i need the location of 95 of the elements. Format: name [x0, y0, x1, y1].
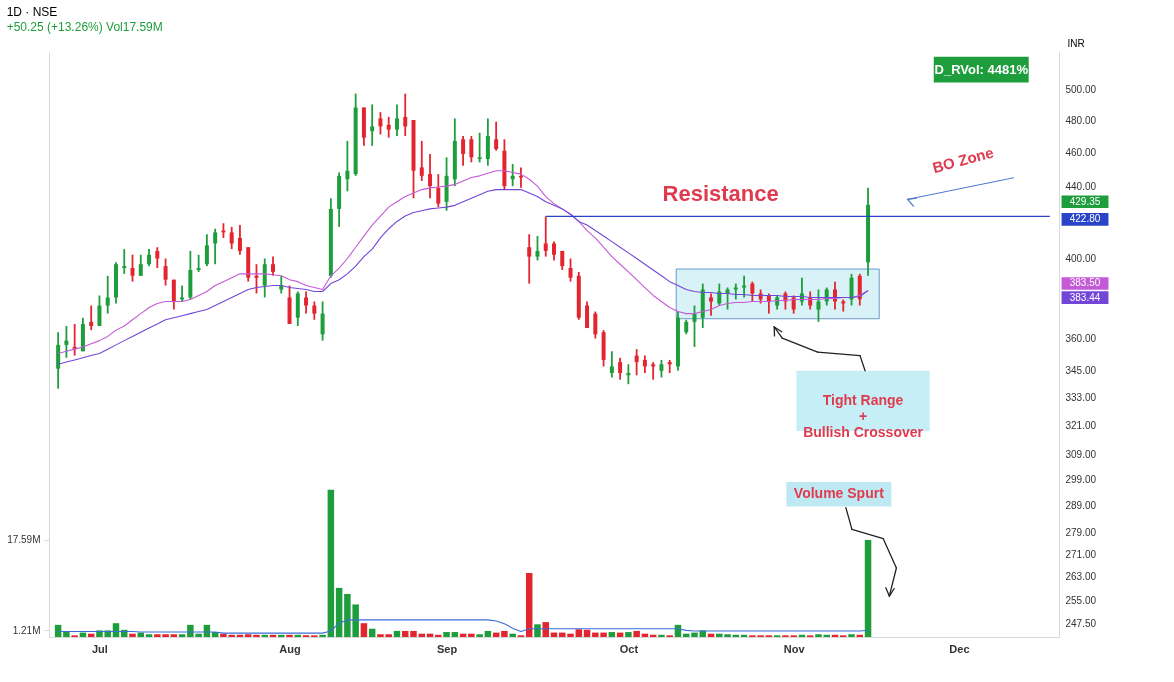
candlestick: [461, 135, 466, 167]
y-tick-label: 247.50: [1065, 617, 1097, 629]
candlestick: [841, 298, 846, 313]
y-tick-label: 255.00: [1065, 594, 1097, 606]
candlestick: [552, 240, 556, 262]
y-tick-label: 271.00: [1065, 548, 1097, 560]
candlestick: [204, 233, 209, 268]
y-tick-label: 480.00: [1065, 114, 1097, 126]
x-tick-label: Jul: [92, 642, 108, 655]
chart-title: 1D · NSE: [6, 5, 58, 19]
y-tick-label: 321.00: [1065, 420, 1097, 432]
candlestick: [419, 140, 424, 182]
candlestick: [97, 294, 102, 327]
candlestick: [262, 257, 267, 299]
candlestick: [155, 246, 160, 269]
annotation: Resistance: [662, 181, 779, 207]
line-series: [57, 619, 869, 634]
chart-subtitle: +50.25 (+13.26%) Vol17.59M: [6, 20, 163, 34]
candlestick: [477, 131, 482, 164]
candlestick: [312, 300, 317, 321]
candlestick: [717, 282, 722, 307]
annotation: D_RVol: 4481%: [934, 61, 1029, 77]
y-tick-label: 500.00: [1065, 83, 1097, 95]
candlestick: [494, 120, 499, 152]
text: 429.35: [1069, 195, 1101, 207]
candlestick: [535, 235, 540, 262]
candlestick: [163, 257, 168, 287]
y-tick-label: 440.00: [1065, 180, 1097, 192]
x-tick-label: Aug: [279, 642, 301, 655]
text: 383.50: [1069, 277, 1101, 289]
candlestick: [138, 253, 143, 277]
candlestick: [618, 356, 623, 381]
candlestick: [394, 103, 399, 137]
candlestick: [196, 253, 201, 273]
candlestick: [585, 300, 590, 329]
candlestick: [518, 166, 523, 189]
candlestick: [750, 280, 755, 303]
candlestick: [171, 278, 176, 311]
candlestick: [403, 92, 408, 137]
x-tick-label: Nov: [783, 642, 806, 655]
x-tick-label: Oct: [619, 642, 639, 655]
candlestick: [122, 248, 127, 275]
candlestick: [56, 331, 61, 390]
y2-tick-label: 1.21M: [12, 624, 41, 636]
text: 383.44: [1069, 291, 1101, 303]
candlestick: [271, 255, 276, 277]
candlestick: [849, 272, 854, 307]
candlestick: [436, 173, 441, 209]
candlestick: [229, 226, 234, 250]
y-tick-label: 333.00: [1065, 392, 1097, 404]
candlestick: [345, 140, 350, 193]
candlestick: [469, 135, 474, 164]
y-tick-label: 279.00: [1065, 526, 1097, 538]
y2-tick-label: 17.59M: [7, 534, 41, 546]
candlestick: [370, 103, 375, 147]
y-tick-label: 309.00: [1065, 449, 1097, 461]
candlestick: [709, 292, 714, 317]
x-tick-label: Sep: [436, 642, 458, 655]
y-tick-label: 460.00: [1065, 146, 1097, 158]
candlestick: [105, 274, 110, 315]
candlestick: [237, 224, 242, 256]
y-tick-label: 263.00: [1065, 571, 1097, 583]
candlestick: [568, 257, 573, 283]
candlestick: [213, 227, 218, 266]
y-tick-label: 345.00: [1065, 365, 1097, 377]
candlestick: [64, 325, 69, 359]
candlestick: [609, 350, 614, 379]
y-tick-label: 400.00: [1065, 253, 1097, 265]
candlestick: [791, 294, 796, 315]
candlestick: [742, 274, 747, 299]
candlestick: [386, 115, 391, 139]
y-tick-label: 360.00: [1065, 333, 1097, 345]
candlestick: [89, 304, 94, 332]
candlestick: [304, 290, 309, 315]
annotation: Volume Spurt: [793, 485, 885, 502]
candlestick: [593, 310, 598, 340]
candlestick: [254, 263, 259, 295]
candlestick: [527, 233, 532, 285]
candlestick: [816, 288, 821, 323]
y-tick-label: 289.00: [1065, 499, 1097, 511]
annotation: Tight Range + Bullish Crossover: [803, 391, 924, 440]
y-axis-title: INR: [1067, 37, 1085, 49]
x-tick-label: Dec: [949, 642, 970, 655]
candlestick: [543, 215, 548, 258]
candlestick: [130, 253, 135, 283]
candlestick: [320, 300, 325, 342]
candlestick: [485, 117, 490, 167]
text: 422.80: [1069, 213, 1101, 225]
y-tick-label: 299.00: [1065, 474, 1097, 486]
candlestick: [180, 284, 185, 303]
candlestick: [634, 348, 639, 377]
candlestick: [692, 304, 697, 348]
annotation: BO Zone: [930, 143, 996, 177]
candlestick: [428, 153, 433, 200]
candlestick: [378, 111, 383, 136]
